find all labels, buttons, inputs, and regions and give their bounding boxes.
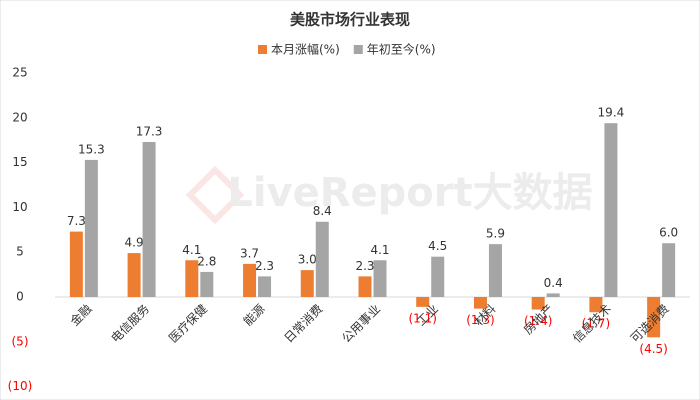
bar bbox=[243, 263, 257, 297]
value-label: 6.0 bbox=[659, 226, 678, 240]
bar bbox=[488, 244, 502, 297]
legend-swatch bbox=[353, 45, 363, 54]
value-label: 2.3 bbox=[255, 259, 274, 273]
bar bbox=[84, 159, 98, 297]
bar bbox=[373, 260, 387, 297]
chart-title: 美股市场行业表现 bbox=[290, 11, 410, 29]
bar bbox=[315, 221, 329, 297]
bar bbox=[69, 231, 83, 297]
bar bbox=[531, 297, 545, 310]
value-label: 3.7 bbox=[240, 246, 259, 260]
value-label: (1.3) bbox=[466, 313, 494, 327]
y-tick-label: 10 bbox=[12, 200, 27, 214]
bar bbox=[431, 256, 445, 297]
bar bbox=[142, 141, 156, 297]
value-label: 7.3 bbox=[67, 214, 86, 228]
bar bbox=[662, 243, 676, 297]
y-tick-label: 0 bbox=[16, 290, 24, 304]
watermark-logo bbox=[185, 165, 245, 225]
bar bbox=[589, 297, 603, 313]
value-label: 5.9 bbox=[486, 227, 505, 241]
y-tick-label: 5 bbox=[16, 245, 24, 259]
value-label: 0.4 bbox=[544, 276, 563, 290]
value-label: (4.5) bbox=[639, 342, 667, 356]
legend-label: 本月涨幅(%) bbox=[271, 42, 340, 57]
y-tick-label: 25 bbox=[12, 66, 27, 80]
value-label: (1.1) bbox=[409, 311, 437, 325]
value-label: 3.0 bbox=[298, 253, 317, 267]
value-label: 4.1 bbox=[370, 243, 389, 257]
bar bbox=[546, 293, 560, 297]
bar bbox=[258, 276, 272, 297]
value-label: 8.4 bbox=[313, 204, 332, 218]
legend-label: 年初至今(%) bbox=[367, 42, 436, 57]
bar bbox=[200, 271, 214, 297]
value-label: 4.9 bbox=[125, 236, 144, 250]
value-label: (1.7) bbox=[582, 317, 610, 331]
value-label: 2.3 bbox=[355, 259, 374, 273]
value-label: 15.3 bbox=[78, 142, 105, 156]
y-tick-label: 15 bbox=[12, 155, 27, 169]
value-label: 2.8 bbox=[197, 254, 216, 268]
bar bbox=[473, 297, 487, 309]
bar bbox=[300, 270, 314, 297]
watermark: LiveReport大数据 bbox=[227, 170, 592, 216]
y-tick-label: 20 bbox=[12, 110, 27, 124]
bar bbox=[127, 253, 141, 297]
y-tick-label: (5) bbox=[12, 334, 29, 348]
bar bbox=[604, 123, 618, 298]
bar bbox=[185, 260, 199, 297]
bar bbox=[416, 297, 430, 307]
value-label: 19.4 bbox=[598, 106, 625, 120]
value-label: 17.3 bbox=[136, 124, 163, 138]
bar bbox=[358, 276, 372, 297]
value-label: (1.4) bbox=[524, 314, 552, 328]
y-tick-label: (10) bbox=[8, 379, 33, 393]
value-label: 4.5 bbox=[428, 239, 447, 253]
bar bbox=[647, 297, 661, 338]
legend-swatch bbox=[258, 45, 267, 54]
value-label: 4.1 bbox=[182, 243, 201, 257]
